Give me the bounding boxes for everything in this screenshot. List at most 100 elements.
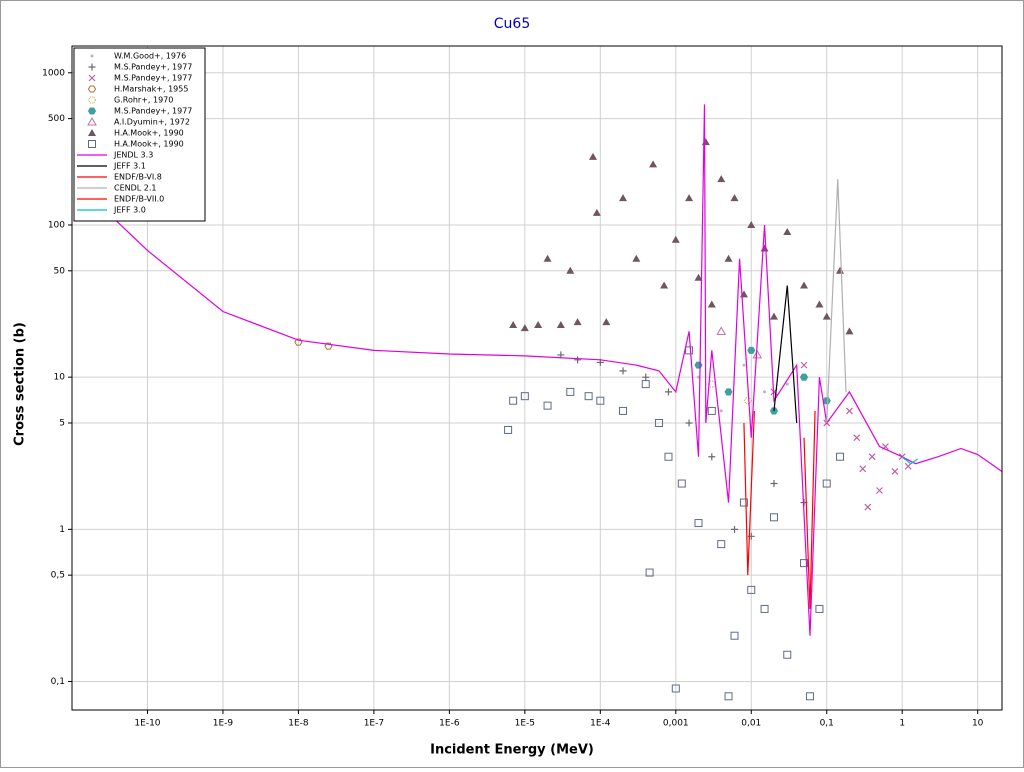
x-tick-label: 1E-9 — [213, 719, 234, 729]
data-point — [632, 254, 641, 262]
plot-frame — [71, 45, 1003, 711]
data-point — [853, 434, 861, 442]
legend-label: JEFF 3.0 — [113, 206, 146, 215]
data-point — [602, 318, 611, 326]
legend-marker — [87, 116, 97, 126]
data-point — [739, 498, 748, 507]
legend-label: M.S.Pandey+, 1977 — [114, 107, 192, 116]
y-tick-label: 0,5 — [51, 571, 65, 581]
data-point — [769, 513, 778, 522]
x-tick-label: 1E-7 — [364, 719, 384, 729]
data-point — [717, 175, 726, 183]
data-point — [543, 254, 552, 262]
legend-marker — [88, 74, 96, 82]
data-point — [716, 326, 727, 335]
series-line — [773, 285, 798, 424]
data-point — [694, 273, 703, 281]
data-point — [730, 194, 739, 202]
data-point — [770, 480, 778, 488]
data-point — [836, 452, 845, 461]
series-line — [901, 456, 918, 465]
data-point — [671, 235, 680, 243]
data-point — [864, 503, 872, 511]
data-point — [742, 363, 746, 367]
data-point — [822, 397, 831, 405]
legend-box — [73, 47, 206, 222]
data-point — [642, 373, 650, 381]
data-point — [660, 281, 669, 289]
data-point — [783, 227, 792, 235]
data-point — [294, 338, 303, 346]
data-point — [760, 604, 769, 613]
legend-marker — [87, 85, 97, 93]
x-tick-label: 0,01 — [741, 719, 761, 729]
y-tick-label: 50 — [54, 266, 66, 276]
legend-label: A.I.Dyumin+, 1972 — [114, 118, 190, 127]
data-point — [783, 650, 792, 659]
data-point — [836, 266, 845, 274]
data-point — [677, 479, 686, 488]
data-point — [566, 266, 575, 274]
data-point — [747, 220, 756, 228]
legend-label: JENDL 3.3 — [113, 151, 153, 160]
data-point — [574, 356, 582, 364]
data-point — [645, 568, 654, 577]
y-tick-label: 1 — [59, 525, 65, 535]
y-tick-label: 5 — [59, 418, 65, 428]
legend-label: G.Rohr+, 1970 — [114, 96, 173, 105]
series-line — [826, 179, 847, 424]
data-point — [641, 380, 650, 389]
legend-marker — [87, 96, 97, 104]
data-point — [730, 631, 739, 640]
x-tick-label: 1E-5 — [515, 719, 535, 729]
series-line — [803, 410, 816, 609]
legend-label: W.M.Good+, 1976 — [114, 52, 186, 61]
x-tick-label: 1E-10 — [134, 719, 160, 729]
data-point — [719, 409, 723, 413]
data-point — [619, 194, 628, 202]
x-tick-label: 1E-6 — [439, 719, 460, 729]
data-point — [815, 604, 824, 613]
data-point — [891, 468, 899, 475]
data-point — [731, 525, 739, 533]
data-point — [655, 418, 664, 427]
chart-title: Cu65 — [494, 16, 530, 32]
x-tick-label: 1E-4 — [590, 719, 611, 729]
data-point — [543, 401, 552, 410]
y-tick-label: 100 — [48, 220, 65, 230]
legend-marker — [88, 140, 96, 148]
data-point — [747, 346, 756, 354]
data-point — [596, 396, 605, 405]
data-point — [694, 519, 703, 528]
data-point — [708, 453, 716, 461]
data-point — [800, 559, 809, 568]
data-point — [876, 487, 883, 494]
data-point — [752, 349, 763, 359]
data-point — [324, 342, 333, 350]
data-point — [799, 373, 809, 381]
data-point — [707, 406, 716, 415]
legend-label: ENDF/B-VII.0 — [114, 195, 164, 204]
legend-label: M.S.Pandey+, 1977 — [114, 74, 192, 83]
data-point — [724, 254, 733, 262]
data-point — [619, 367, 627, 375]
legend-label: H.Marshak+, 1955 — [114, 85, 188, 94]
legend-label: H.A.Mook+, 1990 — [114, 129, 184, 138]
x-tick-label: 10 — [972, 719, 984, 729]
data-point — [747, 585, 756, 594]
data-point — [619, 406, 628, 415]
series-line — [743, 410, 755, 576]
data-point — [785, 382, 789, 386]
data-point — [769, 312, 778, 320]
y-tick-label: 10 — [54, 373, 66, 383]
data-point — [859, 465, 867, 473]
data-point — [724, 388, 733, 396]
data-point — [573, 318, 582, 326]
data-point — [743, 397, 752, 405]
y-tick-label: 0,1 — [51, 677, 65, 687]
data-point — [846, 407, 853, 415]
x-tick-label: 1E-8 — [288, 719, 309, 729]
data-point — [707, 380, 716, 388]
data-point — [800, 281, 809, 289]
